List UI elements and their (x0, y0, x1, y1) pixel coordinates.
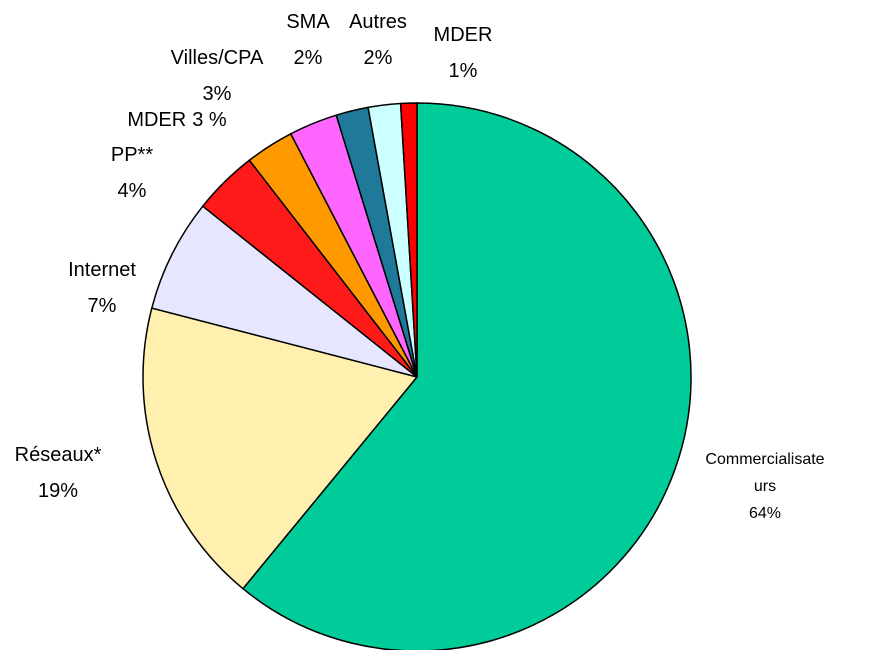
pie-slice (241, 102, 692, 650)
slice-value: 3 % (192, 109, 227, 131)
slice-value: 2% (363, 47, 393, 69)
slice-name: Réseaux* (14, 444, 102, 466)
pie-slice (150, 205, 418, 378)
slice-label: PP** 4% (111, 137, 153, 209)
slice-value: 4% (117, 180, 147, 202)
slice-name: PP** (110, 144, 154, 166)
slice-name: Internet (68, 259, 136, 281)
slice-label: Autres 2% (349, 4, 407, 76)
slice-name: MDER (127, 109, 187, 131)
slice-value: 19% (37, 480, 79, 502)
slice-label: Commercialisateurs 64% (703, 446, 828, 527)
slice-value: 2% (293, 47, 323, 69)
slice-label: Villes/CPA 3% (171, 40, 264, 112)
slice-label: MDER 1% (434, 17, 493, 89)
slice-name: Autres (349, 11, 407, 33)
slice-label: SMA 2% (286, 4, 329, 76)
pie-slice (142, 307, 419, 590)
slice-name: SMA (286, 11, 330, 33)
slice-value: 64% (748, 505, 782, 522)
slice-value: 7% (87, 295, 117, 317)
slice-label: Internet 7% (68, 252, 136, 324)
slice-name: Commercialisateurs (705, 451, 825, 495)
slice-value: 1% (448, 60, 478, 82)
slice-name: MDER (433, 24, 493, 46)
slice-value: 3% (202, 83, 232, 105)
slice-name: Villes/CPA (170, 47, 264, 69)
slice-label: Réseaux* 19% (15, 437, 102, 509)
slice-label: MDER 3 % (127, 102, 226, 138)
pie-slice (399, 102, 418, 378)
